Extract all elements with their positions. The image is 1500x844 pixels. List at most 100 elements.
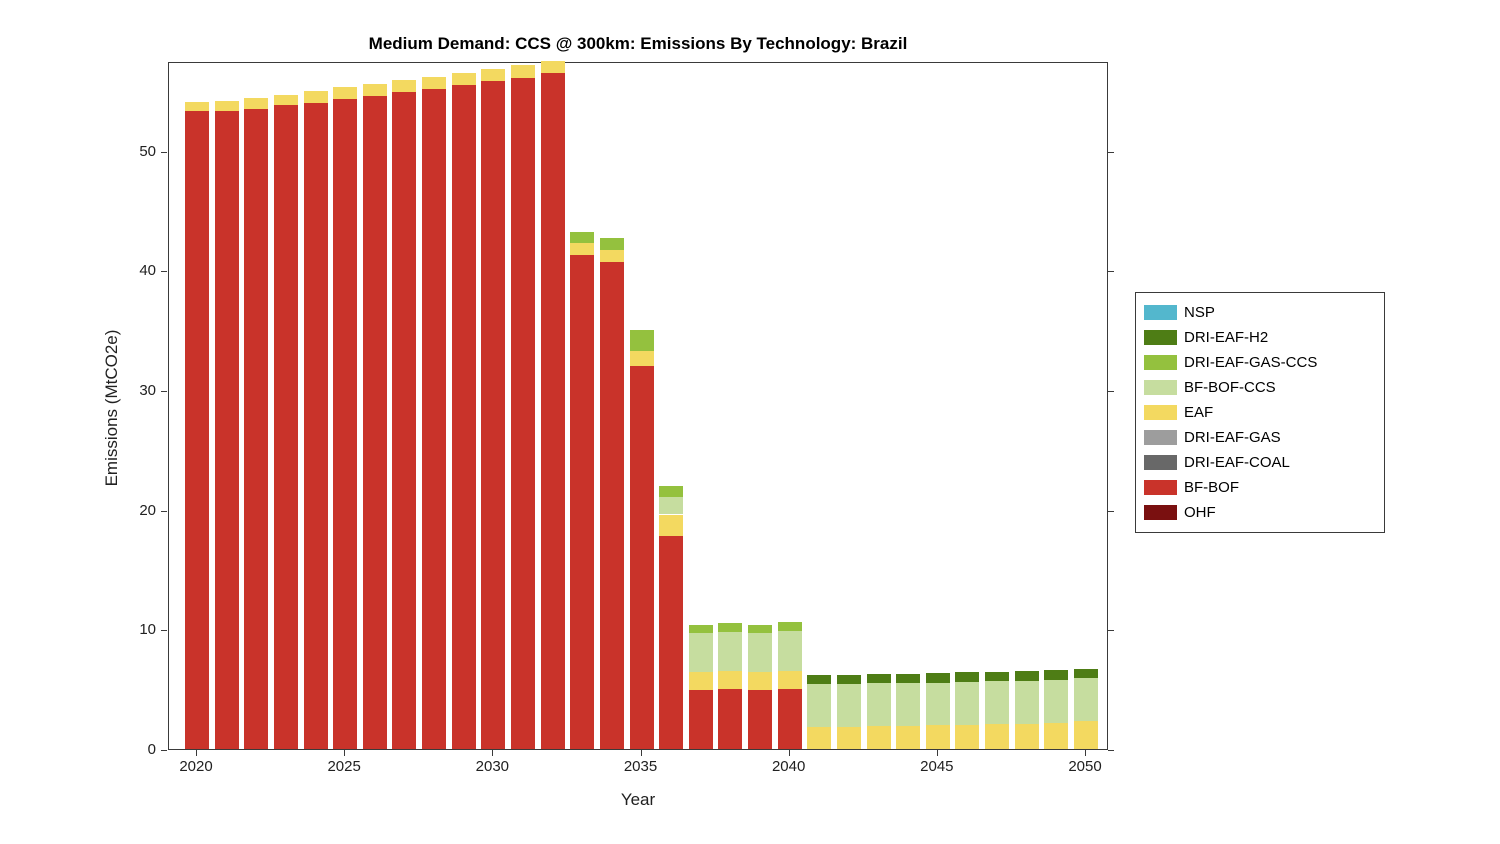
- bar-segment-dri-eaf-h2: [1074, 668, 1098, 679]
- x-tick-label: 2035: [623, 758, 658, 775]
- bar-segment-dri-eaf-gas-ccs: [570, 232, 595, 243]
- bar-segment-eaf: [777, 671, 802, 690]
- y-tick-label: 30: [139, 382, 156, 400]
- legend-item-dri-eaf-gas: DRI-EAF-GAS: [1144, 425, 1376, 450]
- bar-segment-bf-bof-ccs: [748, 632, 773, 673]
- y-tick: [161, 391, 167, 393]
- bar-segment-eaf: [718, 671, 743, 690]
- bar-segment-eaf: [451, 72, 476, 85]
- bar-segment-eaf: [599, 250, 624, 263]
- legend-swatch: [1144, 455, 1177, 470]
- bar-segment-bf-bof: [303, 102, 328, 749]
- legend-swatch: [1144, 480, 1177, 495]
- y-tick-right: [1108, 271, 1114, 273]
- bar-segment-eaf: [688, 672, 713, 691]
- bar-segment-dri-eaf-h2: [1044, 670, 1069, 680]
- bar-segment-bf-bof: [599, 262, 624, 749]
- bar-segment-dri-eaf-gas-ccs: [659, 485, 684, 497]
- bar-segment-dri-eaf-h2: [1014, 671, 1039, 681]
- bar-segment-bf-bof-ccs: [777, 630, 802, 672]
- legend-label: BF-BOF-CCS: [1184, 379, 1276, 396]
- legend-label: DRI-EAF-GAS: [1184, 429, 1281, 446]
- legend-item-bf-bof: BF-BOF: [1144, 475, 1376, 500]
- bar-segment-eaf: [629, 350, 654, 367]
- y-tick-right: [1108, 510, 1114, 512]
- bar-segment-bf-bof: [748, 690, 773, 749]
- bar-segment-dri-eaf-gas-ccs: [629, 330, 654, 351]
- bar-segment-dri-eaf-h2: [836, 674, 861, 685]
- bar-segment-bf-bof-ccs: [1014, 680, 1039, 724]
- legend-swatch: [1144, 305, 1177, 320]
- bar-segment-eaf: [836, 726, 861, 749]
- bar-segment-bf-bof-ccs: [807, 684, 832, 728]
- y-axis-label: Emissions (MtCO2e): [102, 329, 121, 487]
- y-tick-right: [1108, 750, 1114, 751]
- legend-item-dri-eaf-gas-ccs: DRI-EAF-GAS-CCS: [1144, 350, 1376, 375]
- bar-segment-eaf: [570, 242, 595, 255]
- legend-item-nsp: NSP: [1144, 300, 1376, 325]
- bar-segment-dri-eaf-h2: [985, 671, 1010, 682]
- y-tick: [161, 630, 167, 632]
- bar-segment-dri-eaf-gas-ccs: [688, 624, 713, 633]
- y-tick-label: 40: [139, 262, 156, 280]
- bar-segment-eaf: [1014, 723, 1039, 749]
- bar-segment-eaf: [1044, 723, 1069, 749]
- y-tick-right: [1108, 151, 1114, 153]
- bar-segment-dri-eaf-h2: [807, 674, 832, 685]
- bar-segment-bf-bof: [659, 536, 684, 749]
- bar-segment-eaf: [955, 725, 980, 749]
- bar-segment-eaf: [244, 98, 269, 109]
- bar-segment-dri-eaf-h2: [925, 673, 950, 683]
- y-tick: [161, 750, 167, 751]
- x-tick-label: 2040: [771, 758, 806, 775]
- bar-segment-bf-bof: [481, 81, 506, 749]
- y-tick: [161, 151, 167, 153]
- bar-segment-bf-bof-ccs: [866, 683, 891, 727]
- x-tick-label: 2050: [1068, 758, 1102, 775]
- x-tick: [492, 750, 494, 756]
- y-tick-label: 20: [139, 501, 156, 519]
- bar-segment-bf-bof: [570, 254, 595, 749]
- x-tick: [640, 750, 642, 756]
- bar-segment-bf-bof-ccs: [659, 496, 684, 515]
- legend-swatch: [1144, 380, 1177, 395]
- bar-segment-bf-bof: [629, 366, 654, 749]
- bar-segment-eaf: [303, 90, 328, 103]
- legend-swatch: [1144, 355, 1177, 370]
- bar-segment-dri-eaf-gas-ccs: [718, 623, 743, 632]
- bar-segment-bf-bof: [540, 72, 565, 749]
- x-tick: [1085, 750, 1086, 756]
- plot-area: [168, 61, 1108, 750]
- legend-label: EAF: [1184, 404, 1214, 421]
- bar-segment-eaf: [422, 76, 447, 89]
- y-tick-label: 50: [139, 142, 156, 160]
- bar-segment-eaf: [659, 514, 684, 537]
- bar-segment-bf-bof-ccs: [1044, 679, 1069, 724]
- legend-item-dri-eaf-h2: DRI-EAF-H2: [1144, 325, 1376, 350]
- legend-label: BF-BOF: [1184, 479, 1239, 496]
- y-tick-right: [1108, 391, 1114, 393]
- bar-segment-eaf: [748, 672, 773, 691]
- bar-segment-eaf: [333, 87, 358, 100]
- bar-segment-bf-bof: [392, 92, 417, 749]
- legend-label: DRI-EAF-COAL: [1184, 454, 1290, 471]
- x-tick: [788, 750, 790, 756]
- bar-segment-eaf: [481, 69, 506, 82]
- bar-segment-eaf: [540, 61, 565, 73]
- bar-segment-dri-eaf-gas-ccs: [748, 624, 773, 633]
- legend-swatch: [1144, 505, 1177, 520]
- bar-segment-bf-bof-ccs: [896, 683, 921, 726]
- x-tick: [344, 750, 346, 756]
- bar-segment-bf-bof-ccs: [955, 682, 980, 726]
- legend-swatch: [1144, 430, 1177, 445]
- bar-segment-bf-bof: [244, 108, 269, 749]
- x-axis-label: Year: [620, 790, 656, 809]
- bar-segment-bf-bof: [185, 111, 209, 749]
- x-tick-label: 2045: [920, 758, 954, 775]
- bar-segment-dri-eaf-gas-ccs: [777, 622, 802, 631]
- legend-label: OHF: [1184, 504, 1216, 521]
- y-tick-right: [1108, 630, 1114, 632]
- y-tick: [161, 271, 167, 273]
- bar-segment-bf-bof-ccs: [1074, 678, 1098, 722]
- x-tick-label: 2020: [179, 758, 213, 775]
